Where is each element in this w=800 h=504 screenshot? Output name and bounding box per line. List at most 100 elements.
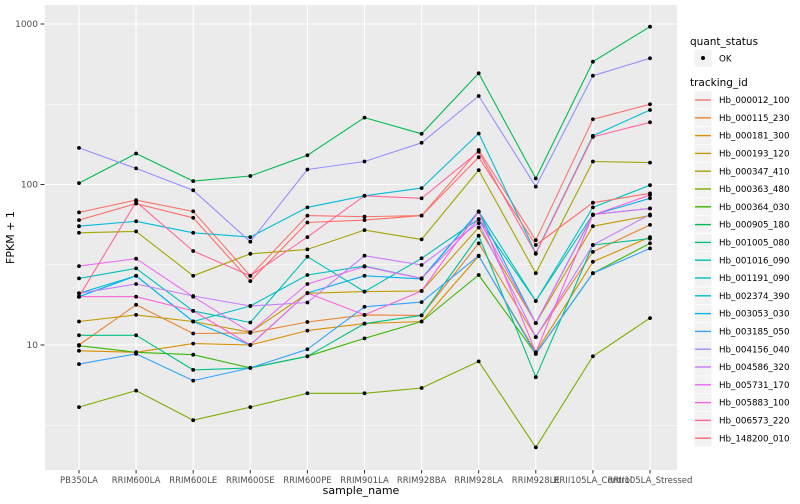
data-point [419,386,424,390]
data-point [476,225,481,230]
data-point [362,264,367,269]
data-point [134,333,139,338]
data-point [77,146,81,150]
data-point [191,230,196,235]
plot-panel [45,5,677,470]
data-point [591,243,595,247]
data-point [362,313,367,317]
data-point [591,213,595,217]
data-point [248,235,253,240]
data-point [305,153,310,158]
data-point [134,282,139,286]
data-point [476,71,481,76]
data-point [248,239,253,244]
data-point [77,291,81,296]
x-tick-label: RRIM901LA [340,476,389,486]
data-point [77,362,81,366]
x-tick-label: RRII105LA_Control [554,476,633,486]
data-point [191,309,196,313]
data-point [77,218,81,223]
legend-label-Hb_006573_220: Hb_006573_220 [719,417,789,427]
data-point [134,266,139,271]
data-point [419,237,424,242]
data-point [77,319,81,324]
data-point [533,445,538,450]
data-point [134,256,139,261]
data-point [362,304,367,309]
data-point [476,209,481,214]
data-point [191,319,196,324]
data-point [648,24,652,29]
data-point [362,115,367,120]
data-point [476,155,481,160]
data-point [591,117,595,122]
data-point [191,188,196,193]
data-point [648,102,652,107]
data-point [419,256,424,261]
data-point [419,276,424,281]
data-point [533,271,538,276]
y-tick-label: 100 [21,181,38,191]
data-point [77,294,81,299]
legend-label-Hb_000905_180: Hb_000905_180 [719,221,789,231]
data-point [476,233,481,238]
data-point [248,304,253,308]
data-point [134,201,139,206]
y-axis-title: FPKM + 1 [4,211,17,264]
data-point [591,159,595,164]
data-point [591,259,595,264]
data-point [476,221,481,226]
legend-label-Hb_000347_410: Hb_000347_410 [719,167,789,177]
data-point [648,236,652,241]
x-tick-label: RRIM600LE [169,476,217,486]
data-point [648,191,652,196]
legend-label-Hb_000363_480: Hb_000363_480 [719,185,789,195]
x-tick-label: RRIM928LA [454,476,503,486]
data-point [362,159,367,164]
data-point [476,168,481,173]
data-point [533,335,538,339]
data-point [419,263,424,267]
legend-label-Hb_000181_300: Hb_000181_300 [719,132,789,142]
legend-label-Hb_148200_010: Hb_148200_010 [719,434,789,444]
data-point [419,300,424,304]
data-point [362,321,367,326]
legend-label-Hb_003053_030: Hb_003053_030 [719,310,789,320]
data-point [191,418,196,423]
legend-label-quant-status: OK [719,54,732,64]
data-point [305,291,310,295]
x-tick-label: PB350LA [60,476,98,486]
data-point [191,179,196,184]
data-point [134,151,139,156]
data-point [419,213,424,218]
data-point [362,391,367,396]
data-point [648,246,652,251]
data-point [305,205,310,210]
data-point [248,320,253,325]
data-point [191,352,196,357]
data-point [77,224,81,229]
data-point [533,375,538,380]
data-point [305,254,310,259]
data-point [362,336,367,341]
legend-label-Hb_000012_100: Hb_000012_100 [719,96,789,106]
legend-label-Hb_002374_390: Hb_002374_390 [719,292,789,302]
data-point [419,131,424,136]
x-tick-label: RRIM600SE [226,476,275,486]
data-point [248,273,253,278]
data-point [648,108,652,112]
x-tick-label: RRIM928BA [397,476,447,486]
data-point [248,405,253,409]
data-point [191,215,196,220]
data-point [77,333,81,338]
data-point [77,348,81,353]
data-point [476,149,481,154]
data-point [305,167,310,172]
legend-label-Hb_005883_100: Hb_005883_100 [719,399,789,409]
data-point [191,273,196,278]
data-point [134,388,139,393]
data-point [648,196,652,201]
legend-label-Hb_004156_040: Hb_004156_040 [719,345,789,355]
data-point [134,229,139,234]
